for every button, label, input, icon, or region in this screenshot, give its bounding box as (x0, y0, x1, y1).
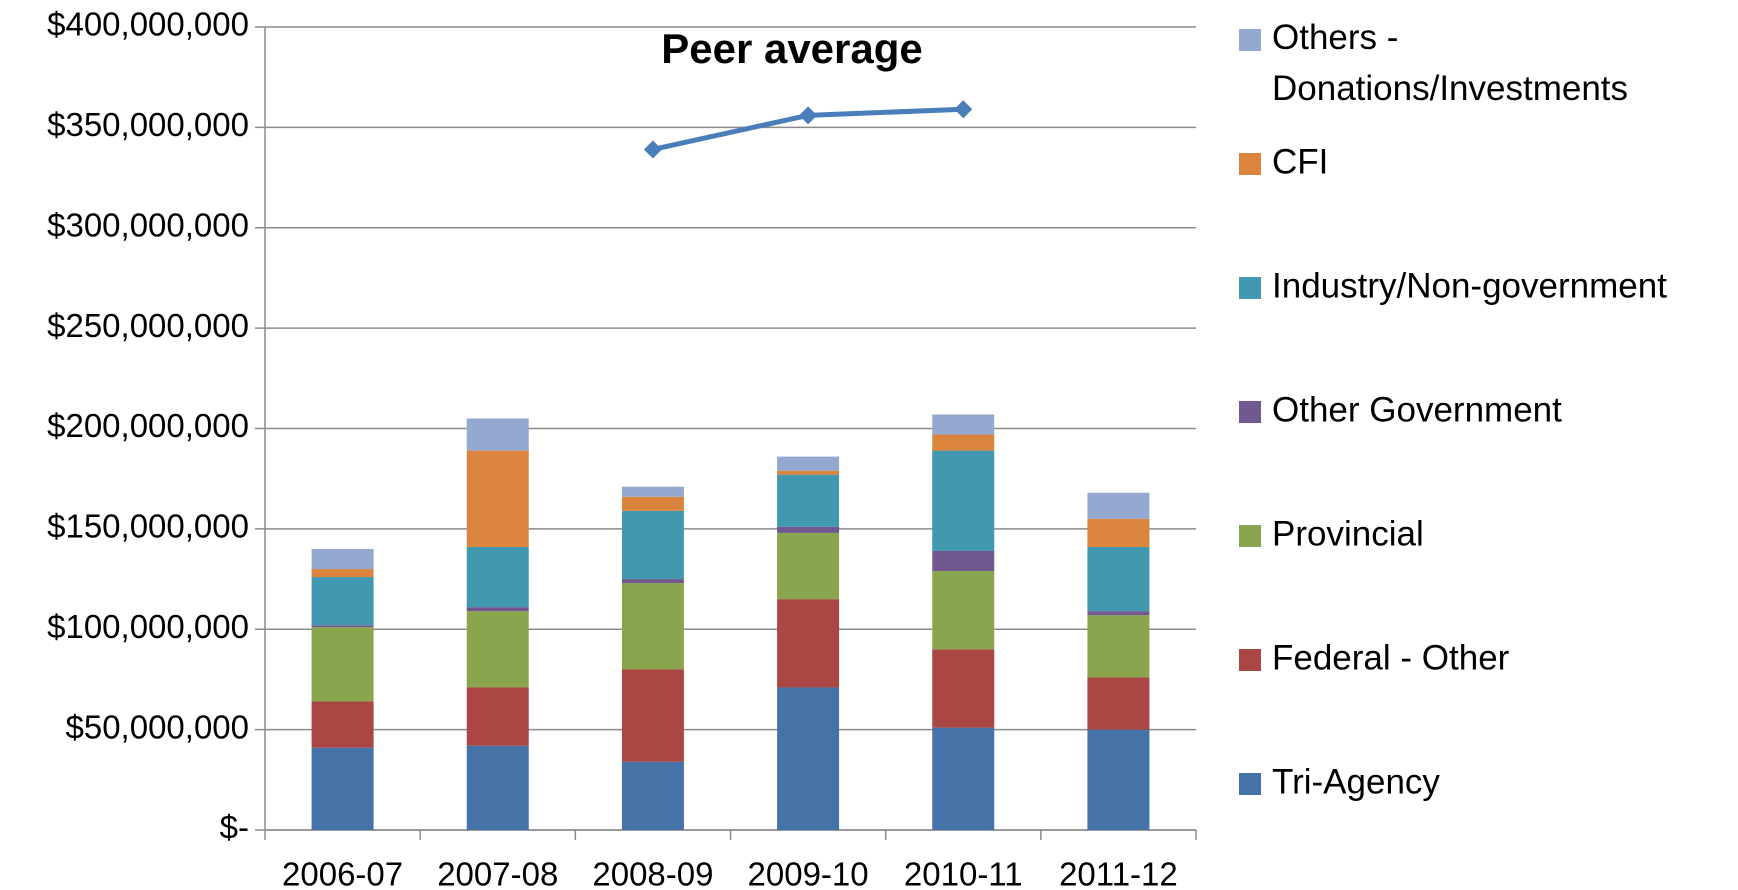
legend-swatch (1239, 29, 1261, 51)
bar-segment (1087, 729, 1150, 830)
y-tick-label: $300,000,000 (47, 206, 249, 243)
bar-segment (466, 450, 529, 547)
legend-swatch (1239, 773, 1261, 795)
bar-segment (932, 727, 995, 830)
bar-segment (777, 456, 840, 471)
x-tick-label: 2009-10 (748, 856, 869, 890)
legend-label-line: Donations/Investments (1272, 69, 1628, 108)
x-tick-label: 2007-08 (437, 856, 558, 890)
bar-segment (932, 450, 995, 551)
bar-segment (1087, 615, 1150, 678)
bar-segment (621, 761, 684, 830)
legend-label: CFI (1272, 142, 1328, 181)
bar-segment (311, 548, 374, 570)
y-tick-label: $400,000,000 (47, 6, 249, 43)
bar-segment (311, 569, 374, 578)
y-tick-label: $150,000,000 (47, 508, 249, 545)
bar-segment (777, 470, 840, 475)
chart-title: Peer average (661, 25, 923, 72)
bar-segment (466, 607, 529, 612)
y-tick-label: $100,000,000 (47, 608, 249, 645)
legend-swatch (1239, 649, 1261, 671)
bar-segment (1087, 546, 1150, 612)
bar-segment (777, 474, 840, 527)
bar-segment (311, 701, 374, 748)
line-marker (954, 100, 973, 119)
legend-label: Other Government (1272, 390, 1562, 429)
bar-segment (311, 747, 374, 830)
bar-segment (466, 745, 529, 830)
bar-segment (932, 571, 995, 650)
y-tick-label: $350,000,000 (47, 106, 249, 143)
bar-segment (932, 434, 995, 451)
bar-segment (1087, 677, 1150, 730)
bar-segment (777, 526, 840, 533)
bar-segment (1087, 492, 1150, 519)
x-tick-label: 2010-11 (904, 856, 1023, 890)
bar-segment (1087, 518, 1150, 547)
line-marker (799, 106, 818, 125)
legend-swatch (1239, 401, 1261, 423)
bar-segment (777, 687, 840, 830)
y-tick-label: $250,000,000 (47, 307, 249, 344)
bar-segment (621, 486, 684, 497)
legend-label: Industry/Non-government (1272, 266, 1667, 305)
legend-label-line: Others - (1272, 18, 1398, 57)
bar-segment (621, 579, 684, 584)
legend-label: Others - Donations/Investments (1272, 18, 1628, 108)
bar-segment (1087, 611, 1150, 616)
bar-segment (777, 599, 840, 688)
bar-segment (466, 546, 529, 608)
bar-segment (621, 669, 684, 762)
line-marker (643, 140, 662, 159)
bar-segment (621, 583, 684, 670)
bar-segment (311, 625, 374, 628)
bar-segment (932, 649, 995, 728)
bar-segment (466, 418, 529, 451)
bar-segment (621, 496, 684, 511)
bar-segment (311, 627, 374, 702)
bar-segment (932, 414, 995, 435)
x-tick-label: 2011-12 (1059, 856, 1178, 890)
bar-segment (466, 611, 529, 688)
legend-label: Tri-Agency (1272, 762, 1440, 801)
legend-swatch (1239, 277, 1261, 299)
bar-segment (311, 577, 374, 626)
bar-segment (466, 687, 529, 746)
x-tick-label: 2008-09 (592, 856, 713, 890)
legend-label: Provincial (1272, 514, 1424, 553)
y-tick-label: $50,000,000 (65, 708, 249, 745)
bar-segment (932, 550, 995, 572)
legend-swatch (1239, 525, 1261, 547)
y-tick-label: $- (220, 809, 249, 846)
legend-swatch (1239, 153, 1261, 175)
bar-segment (621, 510, 684, 580)
legend-label: Federal - Other (1272, 638, 1510, 677)
y-tick-label: $200,000,000 (47, 407, 249, 444)
x-tick-label: 2006-07 (282, 856, 403, 890)
bar-segment (777, 532, 840, 600)
